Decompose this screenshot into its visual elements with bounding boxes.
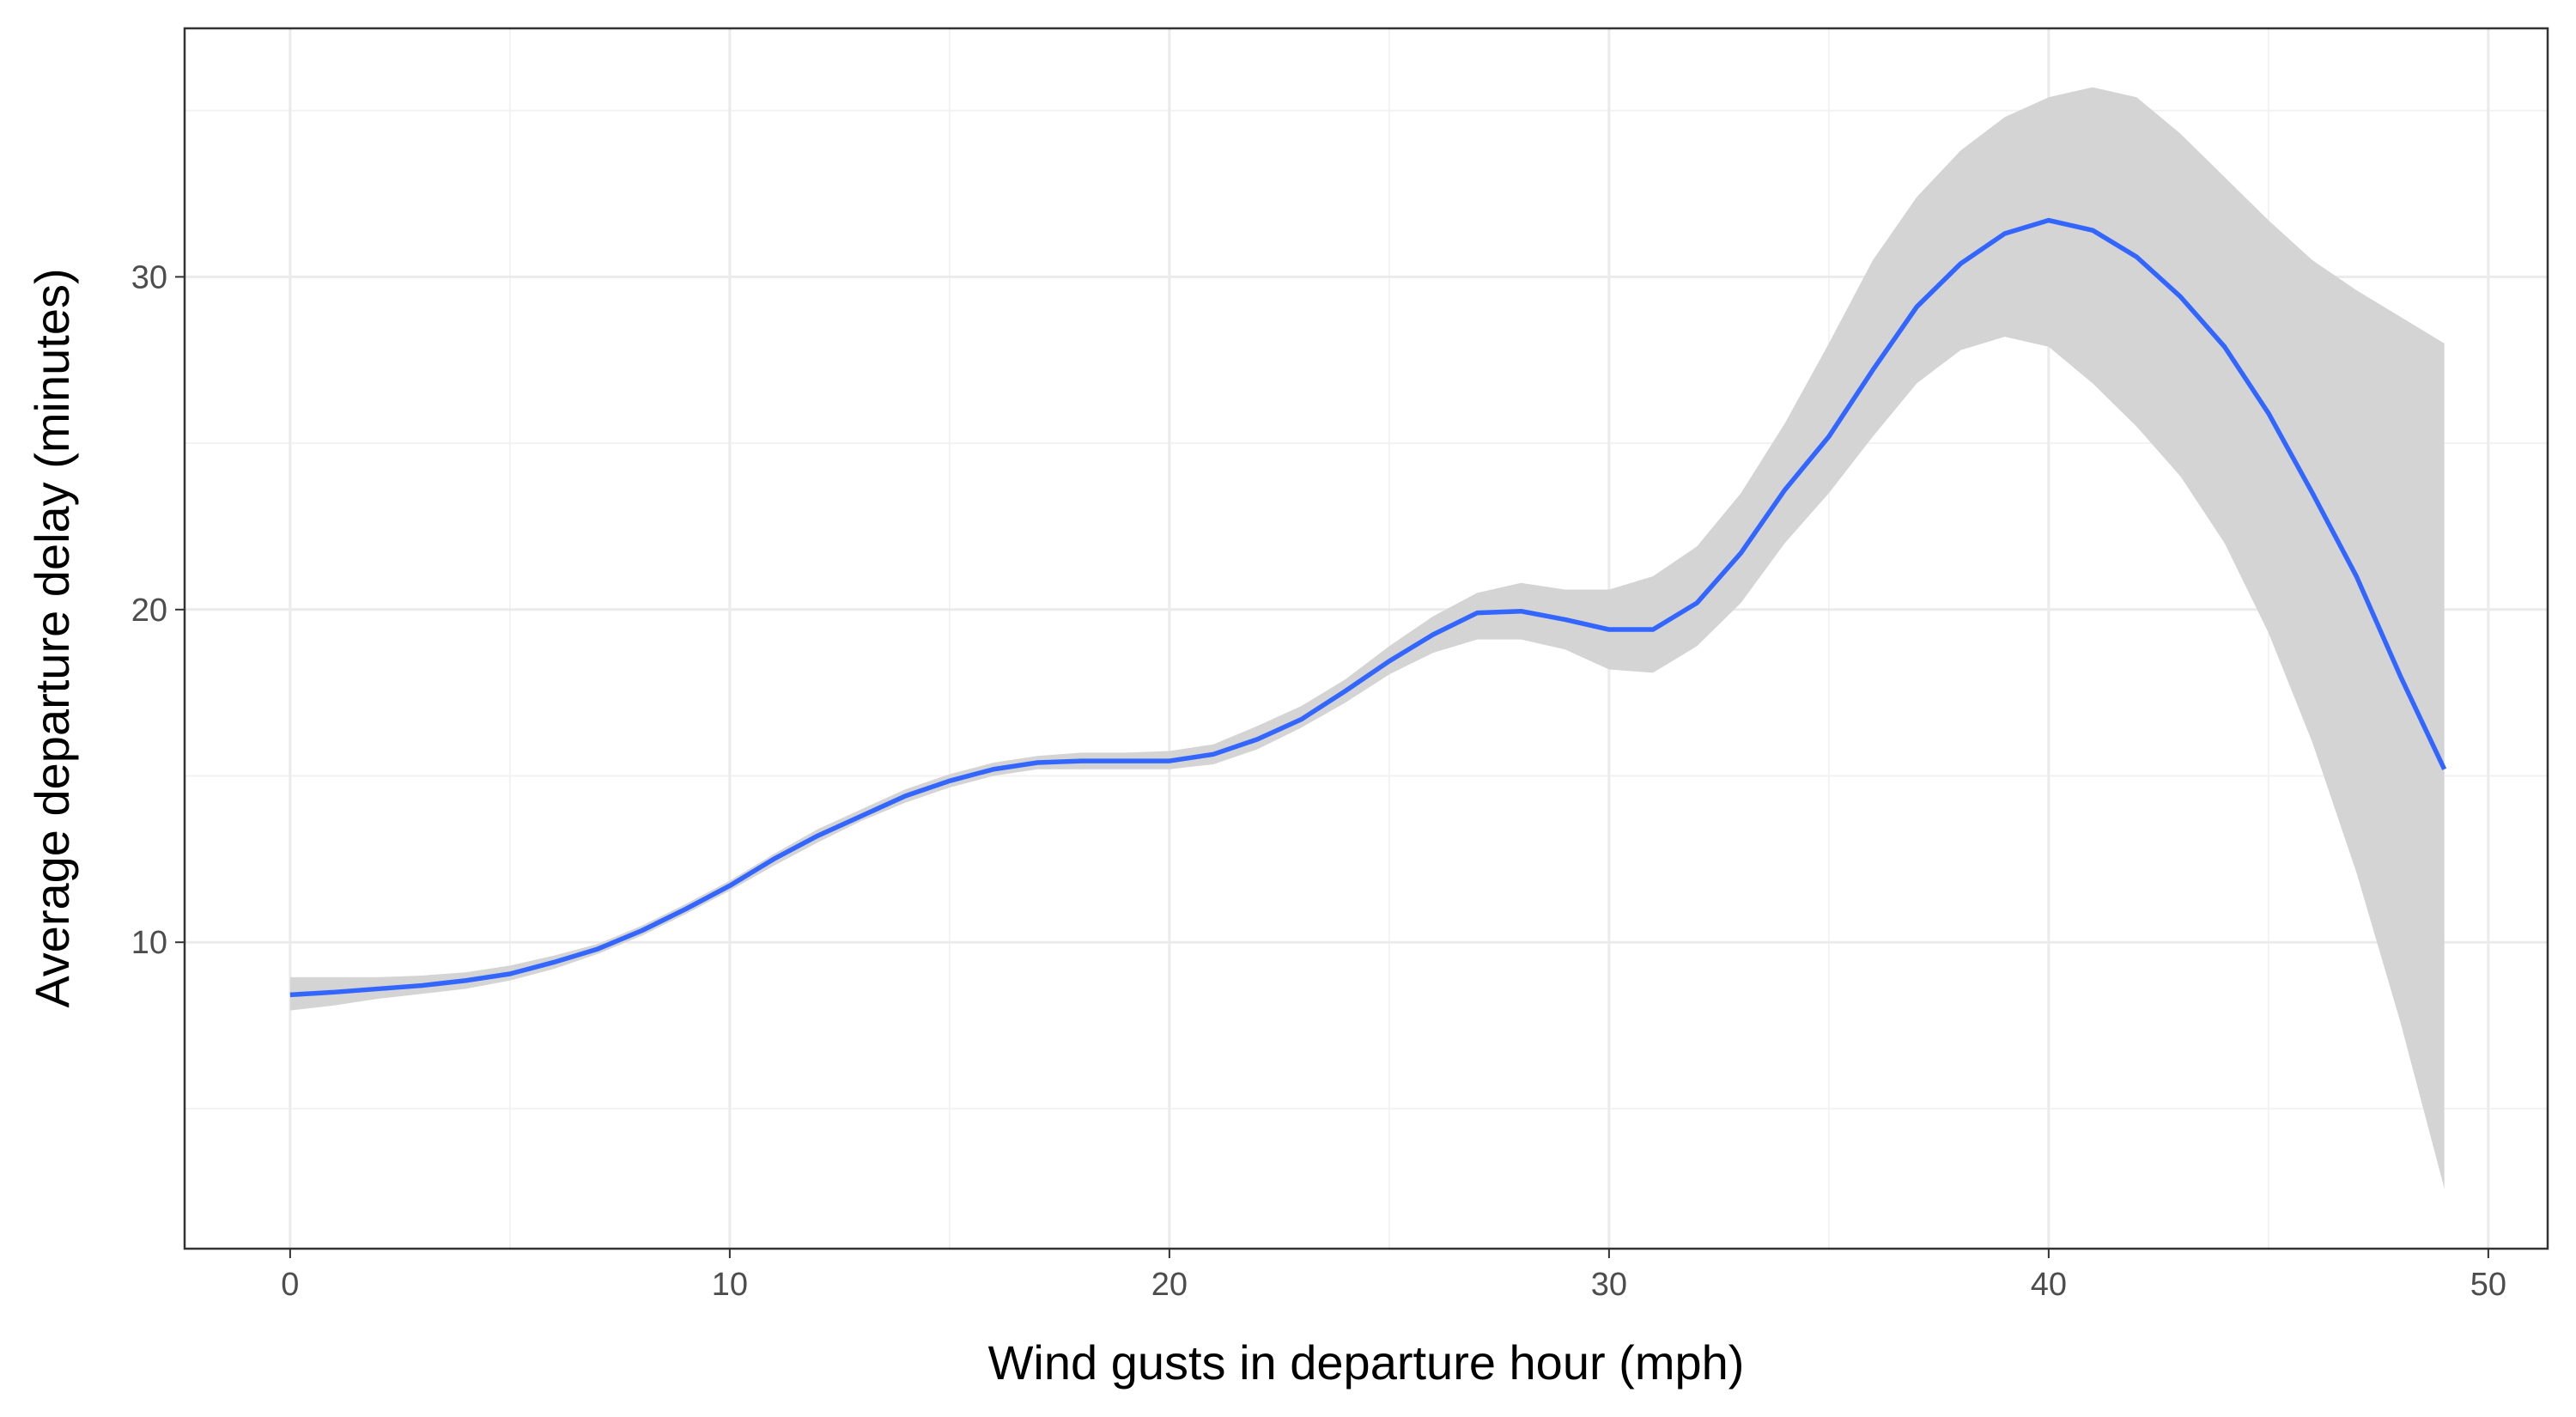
smooth-line bbox=[289, 217, 2447, 998]
y-tick-label: 20 bbox=[131, 593, 167, 629]
x-tick-label: 30 bbox=[1591, 1267, 1627, 1303]
x-axis-title: Wind gusts in departure hour (mph) bbox=[988, 1335, 1745, 1390]
x-tick-label: 40 bbox=[2031, 1267, 2067, 1303]
confidence-band bbox=[289, 87, 2445, 1189]
x-tick-label: 0 bbox=[281, 1267, 299, 1303]
plot-border bbox=[183, 27, 2549, 1250]
x-tick-label: 50 bbox=[2470, 1267, 2506, 1303]
x-tick-label: 20 bbox=[1151, 1267, 1188, 1303]
y-axis-title: Average departure delay (minutes) bbox=[25, 268, 79, 1007]
y-tick-label: 30 bbox=[131, 259, 167, 295]
x-tick-label: 10 bbox=[712, 1267, 748, 1303]
y-tick-label: 10 bbox=[131, 925, 167, 961]
